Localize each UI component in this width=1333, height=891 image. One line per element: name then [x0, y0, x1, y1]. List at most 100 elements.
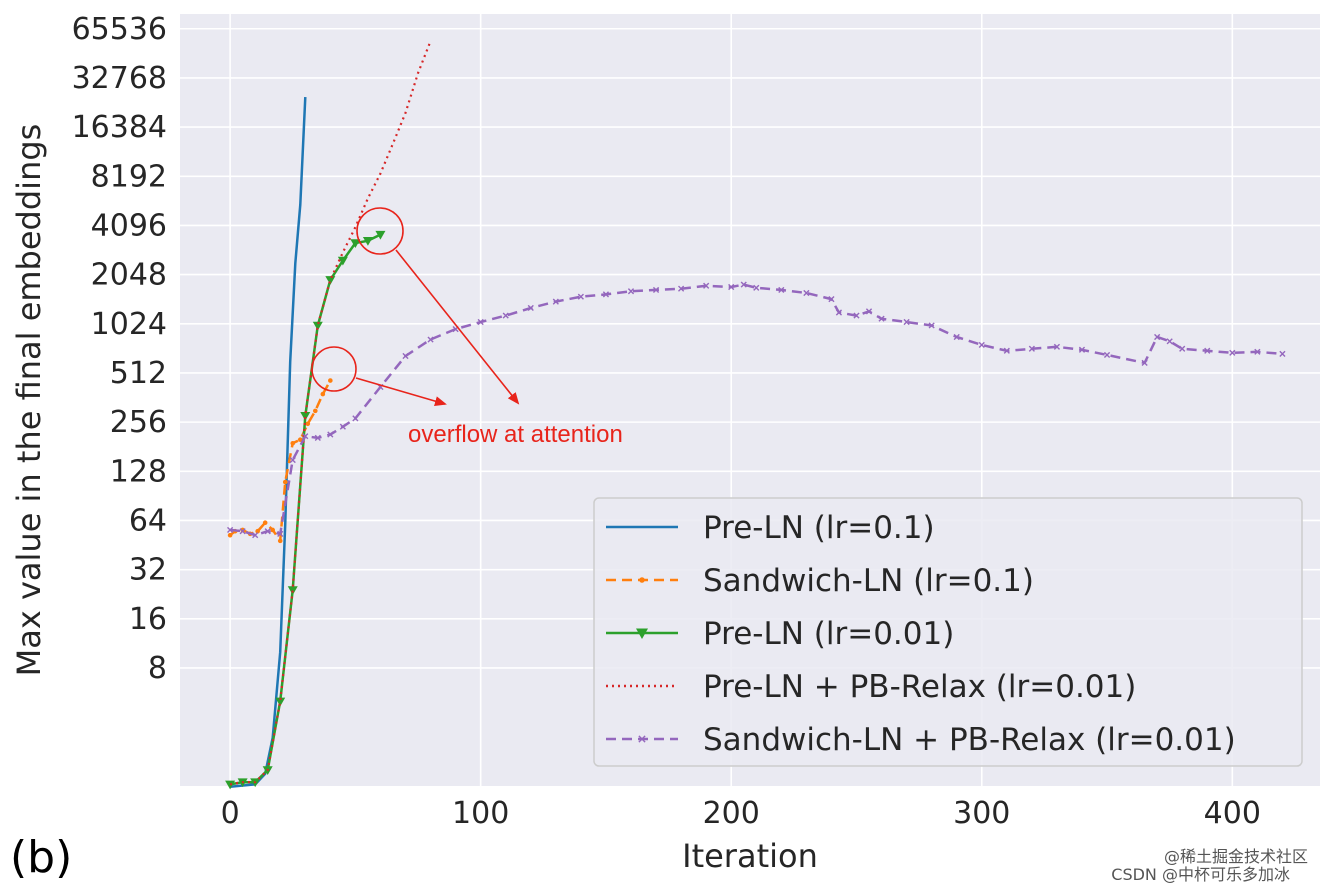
data-point [1229, 349, 1236, 356]
data-point [878, 315, 885, 322]
watermark-line2: CSDN @中杯可乐多加冰 [1111, 865, 1290, 884]
x-tick-label: 100 [452, 796, 509, 831]
data-point [282, 479, 288, 485]
data-point [227, 526, 234, 534]
data-point [427, 336, 434, 343]
panel-label: (b) [10, 832, 72, 883]
series-line [229, 97, 307, 788]
data-point [339, 423, 346, 430]
data-point [328, 378, 333, 383]
data-point [639, 577, 645, 583]
data-point [1254, 348, 1261, 355]
y-tick-label: 8192 [91, 159, 167, 194]
data-point [602, 291, 610, 298]
data-point [865, 308, 873, 315]
legend: Pre-LN (lr=0.1) Sandwich-LN (lr=0.1) Pre-L… [593, 497, 1303, 767]
data-point [320, 391, 326, 397]
series-3 [229, 40, 432, 786]
legend-entry: Pre-LN + PB-Relax (lr=0.01) [606, 669, 1136, 705]
data-point [1141, 359, 1148, 366]
legend-entry: Sandwich-LN + PB-Relax (lr=0.01) [606, 722, 1236, 758]
data-point [227, 532, 233, 538]
data-point [352, 415, 359, 422]
data-point [362, 237, 373, 246]
legend-label: Pre-LN + PB-Relax (lr=0.01) [703, 669, 1136, 705]
series-4 [227, 281, 1286, 539]
data-point [728, 283, 735, 291]
data-point [835, 309, 843, 316]
data-point [953, 333, 960, 341]
y-tick-label: 512 [110, 356, 167, 391]
data-point [753, 284, 760, 291]
data-point [978, 341, 985, 349]
legend-label: Pre-LN (lr=0.1) [703, 510, 935, 546]
legend-label: Pre-LN (lr=0.01) [703, 616, 954, 652]
y-tick-label: 16 [129, 602, 167, 637]
y-tick-label: 2048 [91, 258, 167, 293]
data-point [264, 528, 271, 535]
data-point [305, 421, 311, 427]
annotation-text: overflow at attention [408, 421, 623, 448]
data-point [502, 312, 509, 319]
data-point [402, 352, 409, 360]
data-point [327, 431, 334, 438]
data-point [577, 293, 584, 300]
data-point [239, 528, 246, 535]
series-line [229, 40, 432, 786]
data-point [903, 318, 910, 326]
series-layer [225, 40, 1286, 790]
legend-entry: Sandwich-LN (lr=0.1) [606, 563, 1034, 599]
data-point [638, 735, 646, 743]
data-point [527, 304, 534, 312]
y-tick-label: 32 [129, 553, 167, 588]
y-tick-label: 65536 [72, 12, 167, 47]
annotation-arrow-orange [355, 377, 447, 406]
data-point [552, 298, 559, 305]
y-tick-label: 128 [110, 454, 167, 489]
data-point [277, 530, 284, 537]
data-point [477, 318, 484, 326]
data-point [255, 528, 260, 534]
data-point [928, 322, 935, 329]
data-point [1166, 338, 1173, 345]
annotation-circle-green [356, 207, 404, 255]
data-point [270, 527, 276, 533]
watermark-line1: @稀土掘金技术社区 [1164, 847, 1308, 866]
annotation-circle-orange [311, 346, 357, 392]
data-point [636, 628, 648, 639]
data-point [778, 286, 785, 294]
data-point [337, 256, 348, 266]
y-axis-label: Max value in the final embeddings [10, 124, 48, 677]
y-tick-label: 4096 [91, 208, 167, 243]
data-point [1078, 346, 1086, 353]
data-point [277, 538, 283, 544]
data-point [1103, 351, 1111, 359]
legend-entry: Pre-LN (lr=0.01) [606, 616, 954, 652]
x-tick-label: 400 [1204, 796, 1261, 831]
y-tick-label: 16384 [72, 110, 167, 145]
data-point [262, 520, 268, 526]
data-point [828, 296, 835, 303]
y-tick-label: 1024 [91, 307, 167, 342]
data-point [1279, 350, 1286, 357]
x-tick-label: 0 [221, 796, 240, 831]
data-point [1028, 345, 1035, 352]
data-point [289, 456, 296, 464]
annotation-arrow-green [395, 249, 520, 405]
legend-entry: Pre-LN (lr=0.1) [606, 510, 935, 546]
series-line [229, 283, 1283, 537]
x-axis-label: Iteration [682, 837, 818, 875]
data-point [312, 321, 323, 331]
data-point [312, 408, 318, 414]
data-point [297, 437, 303, 442]
data-point [703, 282, 710, 289]
data-point [1053, 343, 1061, 350]
data-point [627, 288, 635, 295]
data-point [1003, 347, 1010, 354]
y-tick-label: 32768 [72, 61, 167, 96]
grid [180, 14, 1320, 786]
data-point [314, 434, 321, 441]
data-point [1154, 333, 1161, 341]
data-point [1204, 347, 1211, 354]
